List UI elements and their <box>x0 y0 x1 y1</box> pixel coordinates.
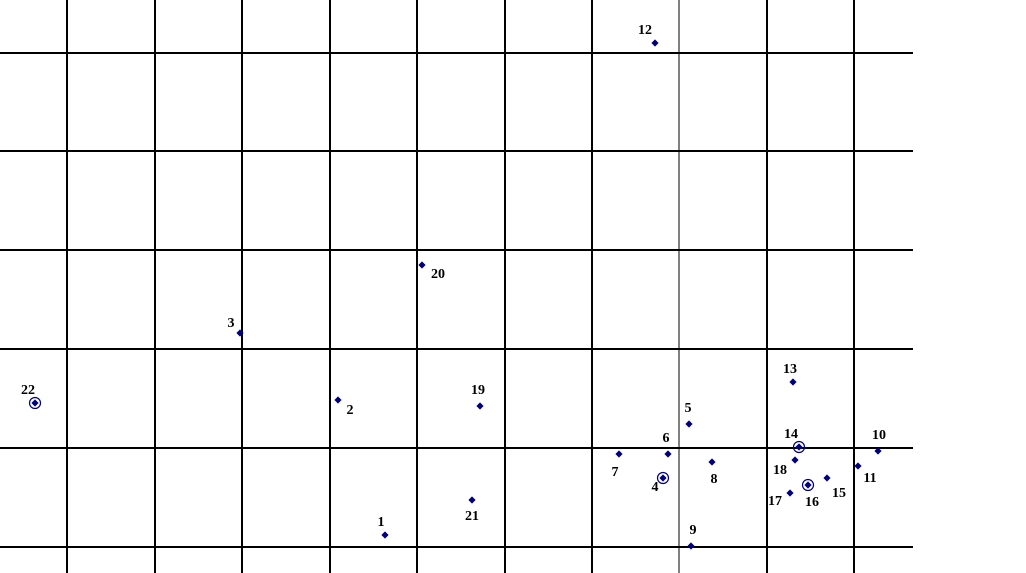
point-16-label: 16 <box>805 495 819 510</box>
point-10-label: 10 <box>872 428 886 443</box>
point-14-ring <box>792 440 806 454</box>
point-7-label: 7 <box>612 465 619 480</box>
point-19-label: 19 <box>471 383 485 398</box>
point-22-ring <box>28 396 42 410</box>
point-17-label: 17 <box>768 494 782 509</box>
point-22-label: 22 <box>21 383 35 398</box>
point-14-label: 14 <box>784 427 798 442</box>
point-16-ring <box>801 478 815 492</box>
point-21-marker <box>468 496 476 504</box>
point-10-marker <box>874 447 882 455</box>
grid <box>0 0 913 573</box>
point-1-label: 1 <box>378 515 385 530</box>
point-18-marker <box>791 456 799 464</box>
point-19-marker <box>476 402 484 410</box>
point-3-label: 3 <box>228 316 235 331</box>
point-1-marker <box>381 531 389 539</box>
points-layer <box>28 39 882 550</box>
point-2-label: 2 <box>347 403 354 418</box>
point-5-label: 5 <box>685 401 692 416</box>
point-4-marker <box>659 474 667 482</box>
point-3-marker <box>236 329 244 337</box>
point-21-label: 21 <box>465 509 479 524</box>
point-12-label: 12 <box>638 23 652 38</box>
point-18-label: 18 <box>773 463 787 478</box>
point-12-marker <box>651 39 659 47</box>
point-20-marker <box>418 261 426 269</box>
point-4-label: 4 <box>652 480 659 495</box>
point-22-marker <box>31 399 39 407</box>
point-8-label: 8 <box>711 472 718 487</box>
point-9-marker <box>687 542 695 550</box>
point-5-marker <box>685 420 693 428</box>
point-15-marker <box>823 474 831 482</box>
point-7-marker <box>615 450 623 458</box>
point-13-label: 13 <box>783 362 797 377</box>
point-4-ring <box>656 471 670 485</box>
point-11-marker <box>854 462 862 470</box>
point-17-marker <box>786 489 794 497</box>
point-6-marker <box>664 450 672 458</box>
point-13-marker <box>789 378 797 386</box>
point-15-label: 15 <box>832 486 846 501</box>
point-2-marker <box>334 396 342 404</box>
point-8-marker <box>708 458 716 466</box>
point-14-marker <box>795 443 803 451</box>
point-16-marker <box>804 481 812 489</box>
point-9-label: 9 <box>690 523 697 538</box>
point-6-label: 6 <box>663 431 670 446</box>
point-11-label: 11 <box>863 471 876 486</box>
point-20-label: 20 <box>431 267 445 282</box>
